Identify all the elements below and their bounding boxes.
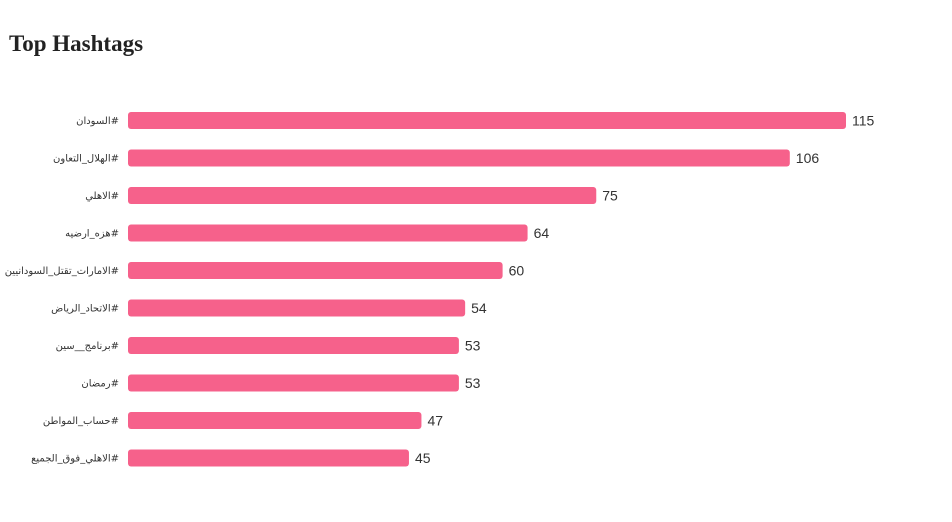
value-label: 115: [852, 113, 875, 129]
category-label: الامارات_تقتل_السودانيين#: [5, 266, 119, 277]
value-label: 53: [465, 338, 481, 354]
category-labels: السودان# الهلال_التعاون# الاهلي# هزه_ارضيه#…: [5, 116, 119, 465]
chart-title: Top Hashtags: [9, 31, 144, 56]
value-label: 54: [471, 300, 487, 316]
category-label: برنامج__سين#: [56, 341, 119, 352]
value-label: 45: [415, 450, 431, 466]
bar[interactable]: [128, 262, 503, 279]
value-label: 53: [465, 375, 481, 391]
value-label: 106: [796, 150, 820, 166]
value-label: 47: [427, 413, 443, 429]
bar[interactable]: [128, 337, 459, 354]
bar[interactable]: [128, 449, 409, 467]
value-label: 64: [534, 225, 550, 241]
bar[interactable]: [128, 112, 846, 129]
bar[interactable]: [128, 187, 597, 204]
category-label: هزه_ارضيه#: [65, 229, 119, 240]
category-label: حساب_المواطن#: [43, 416, 119, 427]
value-labels: 115 106 75 64 60 54 53 53 47 45: [415, 113, 875, 467]
value-label: 60: [509, 263, 525, 279]
bar[interactable]: [128, 412, 422, 429]
bar[interactable]: [128, 224, 528, 242]
category-label: الهلال_التعاون#: [53, 154, 119, 165]
bar[interactable]: [128, 149, 790, 167]
category-label: رمضان#: [81, 379, 119, 390]
category-label: الاهلي_فوق_الجميع#: [31, 454, 119, 465]
value-label: 75: [602, 188, 618, 204]
bar[interactable]: [128, 374, 459, 392]
bar[interactable]: [128, 299, 466, 317]
category-label: الاتحاد_الرياض#: [51, 304, 119, 315]
category-label: الاهلي#: [85, 191, 119, 202]
category-label: السودان#: [76, 116, 119, 127]
bars: [128, 112, 846, 467]
